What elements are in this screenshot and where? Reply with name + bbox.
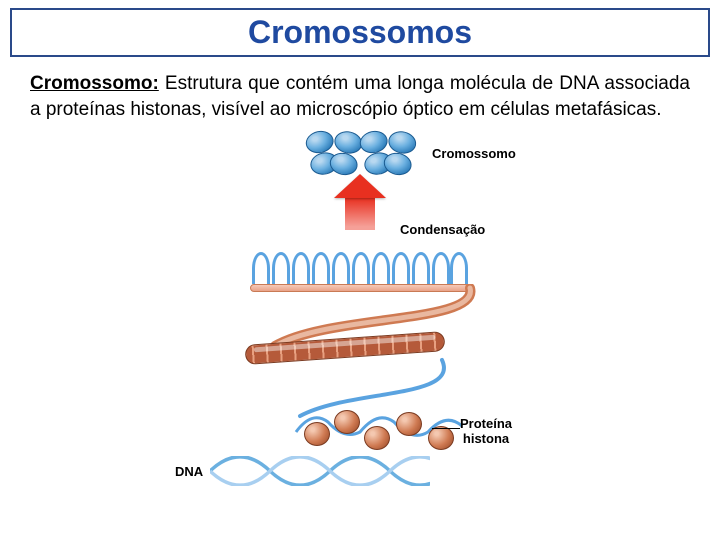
page-title: Cromossomos: [12, 14, 708, 51]
definition-paragraph: Cromossomo: Estrutura que contém uma lon…: [30, 71, 690, 122]
nucleosomes-graphic: [300, 406, 470, 456]
label-chromosome: Cromossomo: [432, 146, 516, 161]
chromosome-packing-diagram: Cromossomo Condensação: [0, 126, 720, 496]
condensation-arrow-icon: [334, 174, 386, 230]
label-histone: Proteína histona: [460, 416, 512, 446]
pointer-histone: [432, 428, 460, 429]
label-condensation: Condensação: [400, 222, 485, 237]
dna-helix-graphic: [210, 456, 430, 486]
label-dna: DNA: [175, 464, 203, 479]
definition-term: Cromossomo:: [30, 73, 159, 94]
title-bar: Cromossomos: [10, 8, 710, 57]
chromosome-graphic: [300, 131, 420, 176]
